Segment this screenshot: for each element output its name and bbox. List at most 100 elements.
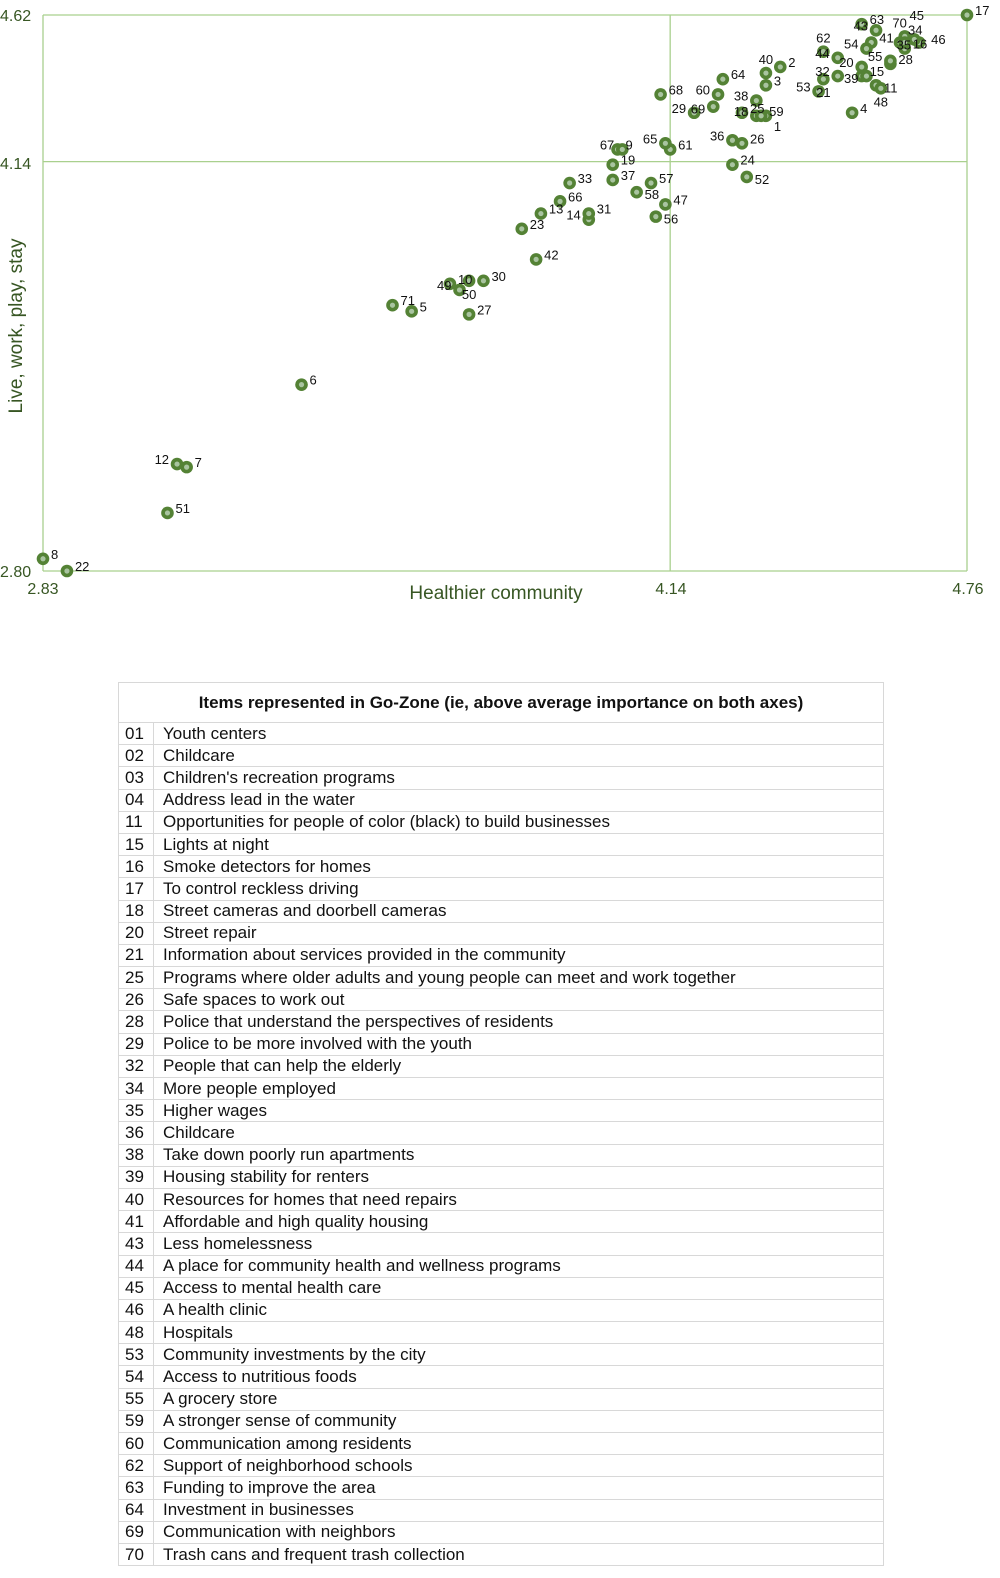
point-label-15: 15 <box>870 64 884 79</box>
point-label-29: 29 <box>672 101 686 116</box>
data-point-center <box>887 58 893 64</box>
item-number: 18 <box>118 899 154 923</box>
table-row: 32 People that can help the elderly <box>118 1054 884 1079</box>
x-tick-max: 4.76 <box>952 581 983 598</box>
point-label-1: 1 <box>774 119 781 134</box>
item-label: To control reckless driving <box>153 877 884 901</box>
item-number: 25 <box>118 966 154 990</box>
point-label-56: 56 <box>664 212 678 227</box>
point-label-24: 24 <box>740 153 754 168</box>
point-label-58: 58 <box>645 187 659 202</box>
item-label: A grocery store <box>153 1387 884 1411</box>
point-label-44: 44 <box>815 46 829 61</box>
item-label: Less homelessness <box>153 1232 884 1256</box>
point-label-37: 37 <box>621 168 635 183</box>
table-row: 03 Children's recreation programs <box>118 766 884 790</box>
point-label-67: 67 <box>600 137 614 152</box>
data-point-center <box>466 278 472 284</box>
item-label: Childcare <box>153 1121 884 1145</box>
item-number: 01 <box>118 721 154 746</box>
item-label: More people employed <box>153 1076 884 1101</box>
item-label: A place for community health and wellnes… <box>153 1254 884 1278</box>
item-label: Higher wages <box>153 1099 884 1123</box>
point-label-10: 10 <box>458 272 472 287</box>
data-point-center <box>480 278 487 284</box>
data-point-center <box>777 64 783 70</box>
item-label: Access to mental health care <box>153 1276 884 1300</box>
point-label-46: 46 <box>931 32 945 47</box>
data-point-center <box>40 556 46 562</box>
y-tick-max: 4.62 <box>0 8 31 25</box>
data-point-center <box>586 210 592 217</box>
data-point-center <box>873 27 879 33</box>
table-row: 46 A health clinic <box>118 1298 884 1323</box>
point-label-22: 22 <box>75 559 89 574</box>
table-row: 39 Housing stability for renters <box>118 1165 884 1189</box>
point-label-23: 23 <box>530 217 544 232</box>
data-point-center <box>456 287 463 293</box>
point-label-52: 52 <box>755 172 769 187</box>
point-label-54: 54 <box>844 37 858 52</box>
point-label-27: 27 <box>477 302 491 317</box>
table-row: 04 Address lead in the water <box>118 788 884 812</box>
table-row: 54 Access to nutritious foods <box>118 1365 884 1389</box>
item-number: 44 <box>118 1254 154 1278</box>
table-row: 15 Lights at night <box>118 832 884 857</box>
data-point-center <box>911 36 917 43</box>
item-label: People that can help the elderly <box>153 1054 884 1079</box>
item-number: 45 <box>118 1276 154 1300</box>
point-label-19: 19 <box>621 153 635 168</box>
data-point-center <box>567 180 573 186</box>
data-point-center <box>634 189 640 195</box>
data-point-center <box>744 174 750 180</box>
data-point-center <box>739 140 745 146</box>
item-label: Childcare <box>153 744 884 768</box>
table-row: 18 Street cameras and doorbell cameras <box>118 899 884 923</box>
table-row: 63 Funding to improve the area <box>118 1476 884 1500</box>
point-label-38: 38 <box>734 89 748 104</box>
item-number: 38 <box>118 1143 154 1167</box>
data-point-center <box>533 256 539 262</box>
point-label-57: 57 <box>659 171 673 186</box>
point-label-55: 55 <box>868 49 882 64</box>
point-label-65: 65 <box>643 131 657 146</box>
point-label-48: 48 <box>874 94 888 109</box>
item-label: Funding to improve the area <box>153 1476 884 1500</box>
point-label-70: 70 <box>892 16 906 31</box>
data-point-center <box>964 12 970 18</box>
data-point-center <box>859 21 865 27</box>
point-label-35: 35 <box>897 37 911 52</box>
data-point-center <box>657 91 664 98</box>
table-row: 55 A grocery store <box>118 1387 884 1411</box>
table-row: 02 Childcare <box>118 744 884 768</box>
data-point-center <box>691 110 697 116</box>
x-tick-mean: 4.14 <box>655 581 686 598</box>
point-label-64: 64 <box>731 67 745 82</box>
item-label: Hospitals <box>153 1321 884 1345</box>
point-label-71: 71 <box>400 293 414 308</box>
data-point-center <box>653 214 659 220</box>
data-point-center <box>758 113 764 119</box>
data-point-center <box>519 226 525 232</box>
item-label: Opportunities for people of color (black… <box>153 810 884 834</box>
point-label-21: 21 <box>816 85 830 100</box>
x-tick-min: 2.83 <box>27 581 58 598</box>
item-label: Smoke detectors for homes <box>153 855 884 879</box>
data-point-center <box>835 55 841 61</box>
table-row: 44 A place for community health and welln… <box>118 1254 884 1278</box>
item-number: 64 <box>118 1498 154 1522</box>
data-point-center <box>710 104 716 110</box>
point-label-66: 66 <box>568 189 582 204</box>
y-tick-min: 2.80 <box>0 564 31 581</box>
item-number: 60 <box>118 1431 154 1456</box>
item-label: Address lead in the water <box>153 788 884 812</box>
point-label-14: 14 <box>566 208 580 223</box>
item-number: 15 <box>118 832 154 857</box>
table-row: 53 Community investments by the city <box>118 1343 884 1367</box>
data-point-center <box>859 64 865 70</box>
item-label: Police to be more involved with the yout… <box>153 1032 884 1056</box>
item-label: Take down poorly run apartments <box>153 1143 884 1167</box>
item-label: Programs where older adults and young pe… <box>153 966 884 990</box>
data-point-center <box>763 70 769 76</box>
table-row: 41 Affordable and high quality housing <box>118 1210 884 1234</box>
